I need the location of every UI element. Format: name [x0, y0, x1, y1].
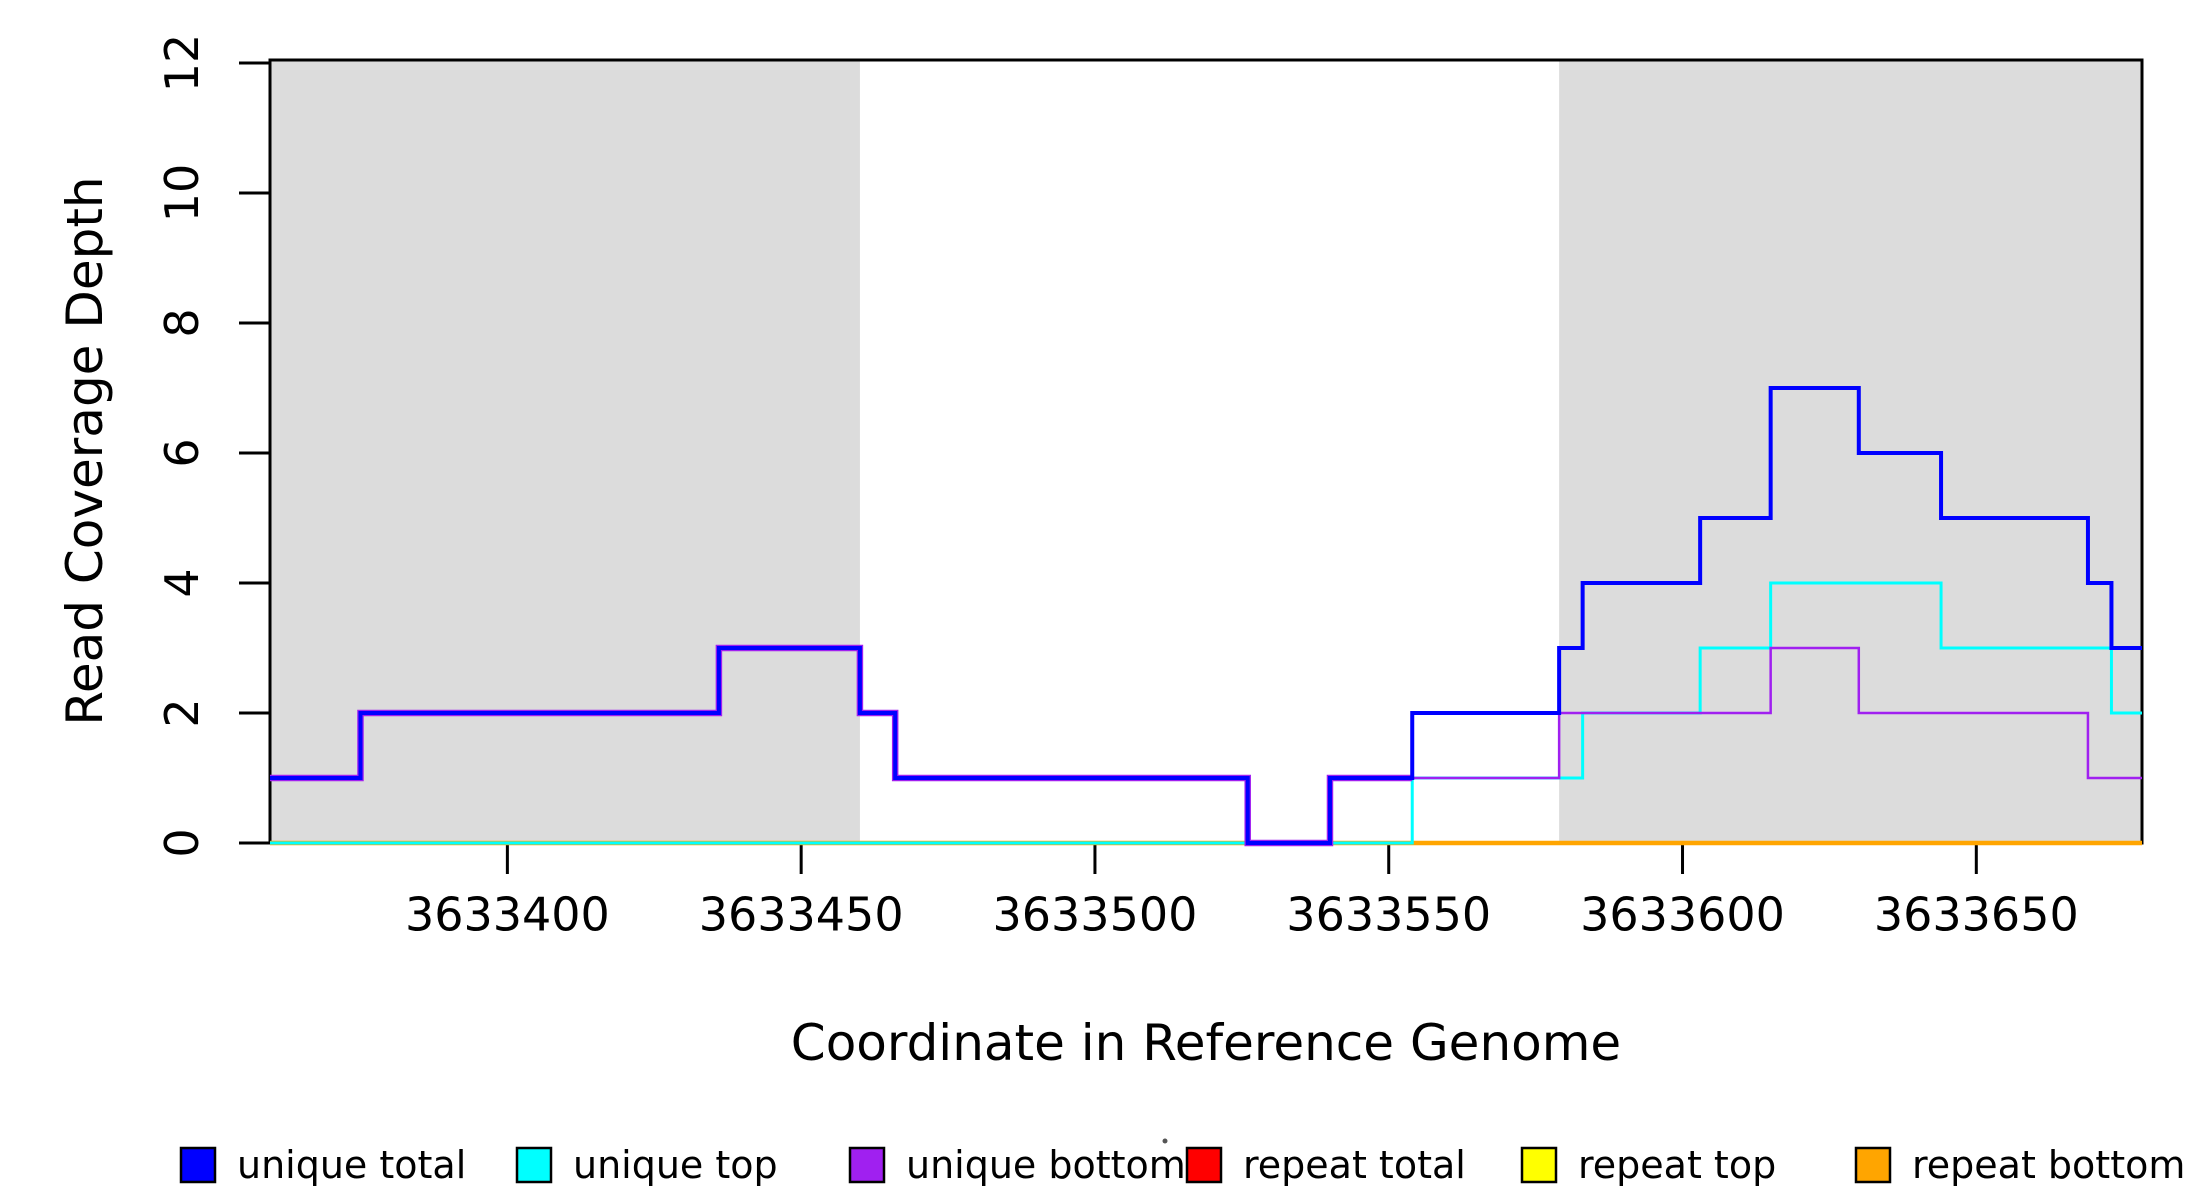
series-line-unique-total: [270, 386, 2142, 845]
y-tick-label: 10: [155, 164, 209, 223]
legend-item-unique-bottom: unique bottom: [848, 1143, 1186, 1187]
stray-dot: [1162, 1138, 1168, 1144]
legend-label: repeat top: [1578, 1143, 1776, 1187]
legend-label: unique top: [573, 1143, 778, 1187]
y-tick-label: 0: [155, 828, 209, 857]
y-tick-label: 2: [155, 698, 209, 727]
legend-swatch-unique-total: [179, 1146, 217, 1184]
legend-swatch-unique-bottom: [848, 1146, 886, 1184]
legend-swatch-unique-top: [515, 1146, 553, 1184]
x-tick-label: 3633450: [699, 887, 904, 941]
plot-box-and-ticks: 3633400 3633450 3633500 3633550 3633600 36336…: [155, 34, 2144, 941]
repeat-region-rect: [1559, 60, 2142, 843]
legend-swatch-repeat-bottom: [1854, 1146, 1892, 1184]
legend-swatch-repeat-total: [1185, 1146, 1223, 1184]
legend-label: unique bottom: [906, 1143, 1186, 1187]
x-axis-title: Coordinate in Reference Genome: [791, 1014, 1621, 1072]
legend-label: repeat total: [1243, 1143, 1466, 1187]
y-tick-label: 6: [155, 438, 209, 467]
x-tick-label: 3633600: [1580, 887, 1785, 941]
x-tick-label: 3633500: [993, 887, 1198, 941]
legend-item-repeat-bottom: repeat bottom: [1854, 1143, 2185, 1187]
x-tick-label: 3633650: [1874, 887, 2079, 941]
legend-item-repeat-total: repeat total: [1185, 1143, 1466, 1187]
legend-label: repeat bottom: [1912, 1143, 2185, 1187]
legend-item-unique-total: unique total: [179, 1143, 466, 1187]
legend-label: unique total: [237, 1143, 466, 1187]
y-axis-title: Read Coverage Depth: [56, 176, 114, 725]
coverage-step-lines: [270, 386, 2142, 847]
y-tick-label: 4: [155, 568, 209, 597]
legend-item-unique-top: unique top: [515, 1143, 778, 1187]
y-tick-label: 12: [155, 34, 209, 93]
y-tick-label: 8: [155, 308, 209, 337]
x-tick-label: 3633400: [405, 887, 610, 941]
legend: unique total unique top unique bottom repea…: [179, 1143, 2185, 1187]
legend-swatch-repeat-top: [1520, 1146, 1558, 1184]
x-tick-label: 3633550: [1286, 887, 1491, 941]
legend-item-repeat-top: repeat top: [1520, 1143, 1776, 1187]
